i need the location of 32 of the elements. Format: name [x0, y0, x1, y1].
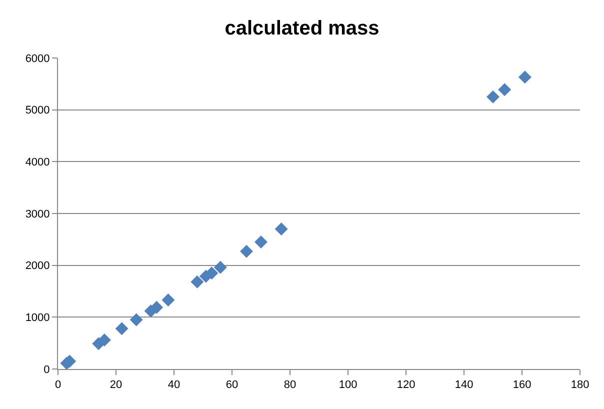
x-tick-label: 120 — [396, 379, 416, 392]
y-tick-label: 3000 — [25, 208, 50, 220]
point — [498, 83, 512, 96]
point — [98, 333, 111, 346]
y-tick-label: 2000 — [25, 260, 50, 272]
point — [486, 90, 500, 104]
x-tick-label: 60 — [226, 379, 238, 392]
point — [150, 300, 164, 314]
x-tick-label: 80 — [284, 379, 296, 392]
point — [190, 275, 204, 288]
x-tick-label: 20 — [110, 379, 122, 392]
point — [162, 294, 175, 307]
y-tick-label: 4000 — [25, 156, 50, 169]
chart-title: calculated mass — [224, 17, 380, 40]
point — [214, 260, 227, 274]
x-tick-label: 100 — [338, 379, 358, 392]
y-tick-label: 0 — [44, 364, 50, 376]
y-tick-label: 5000 — [25, 104, 50, 117]
x-tick-label: 160 — [512, 379, 532, 392]
point — [205, 266, 218, 280]
x-tick-label: 180 — [570, 379, 590, 392]
point — [130, 313, 143, 326]
point — [518, 70, 532, 84]
x-tick-label: 40 — [168, 379, 180, 392]
x-tick-label: 0 — [54, 379, 62, 392]
point — [274, 222, 288, 236]
point — [115, 322, 128, 336]
x-tick-label: 140 — [454, 379, 474, 392]
y-tick-label: 6000 — [25, 52, 50, 65]
point — [254, 236, 268, 249]
point — [240, 244, 253, 258]
y-tick-label: 1000 — [25, 312, 50, 324]
